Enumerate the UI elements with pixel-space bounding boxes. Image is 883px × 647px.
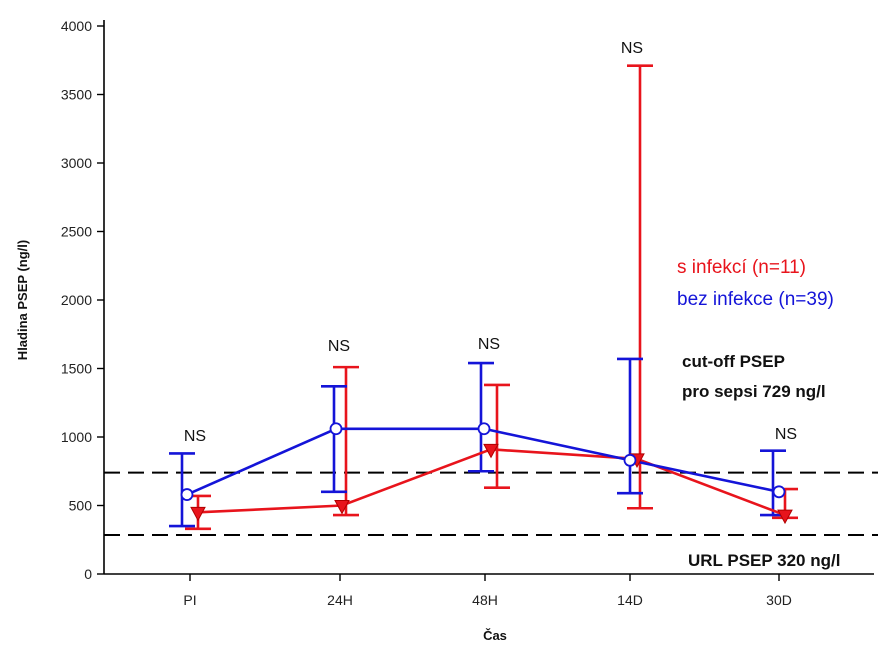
y-tick-label: 0 xyxy=(84,566,92,582)
data-point xyxy=(180,488,194,501)
y-tick-label: 1000 xyxy=(61,429,92,445)
data-point xyxy=(483,443,499,459)
axes: 0 500 1000 1500 2000 2500 3000 3500 4000 PI 24H 48H… xyxy=(15,18,874,643)
y-tick-label: 2000 xyxy=(61,292,92,308)
reference-line-label: URL PSEP 320 ng/l xyxy=(688,551,840,570)
reference-line-label: pro sepsi 729 ng/l xyxy=(682,382,826,401)
error-bar xyxy=(484,383,510,489)
x-tick-label: 14D xyxy=(617,592,643,608)
significance-label: NS xyxy=(775,426,797,443)
y-tick-label: 500 xyxy=(69,498,93,514)
series-line xyxy=(197,448,786,517)
x-tick-label: PI xyxy=(183,592,196,608)
reference-line-label: cut-off PSEP xyxy=(682,352,785,371)
series-layer xyxy=(169,64,798,531)
y-axis-title: Hladina PSEP (ng/l) xyxy=(15,240,30,360)
y-tick-label: 4000 xyxy=(61,18,92,34)
legend-entry: s infekcí (n=11) xyxy=(677,257,806,278)
y-tick-label: 2500 xyxy=(61,224,92,240)
data-point xyxy=(334,500,350,515)
y-tick-label: 3000 xyxy=(61,155,92,171)
error-bar xyxy=(627,64,653,510)
data-point xyxy=(329,422,343,436)
x-axis-title: Čas xyxy=(483,628,507,643)
data-point xyxy=(772,485,786,499)
data-point xyxy=(623,453,637,467)
data-point xyxy=(477,422,491,436)
significance-label: NS xyxy=(621,40,643,57)
significance-labels: NS NS NS NS NS xyxy=(184,40,797,445)
error-bar xyxy=(333,365,359,517)
y-tick-label: 3500 xyxy=(61,87,92,103)
data-point xyxy=(190,506,206,522)
error-bar xyxy=(321,385,347,494)
legend: s infekcí (n=11) bez infekce (n=39) xyxy=(677,257,834,310)
y-tick-label: 1500 xyxy=(61,361,92,377)
x-tick-label: 24H xyxy=(327,592,353,608)
reference-annotations: cut-off PSEP pro sepsi 729 ng/l URL PSEP 3… xyxy=(682,352,840,570)
x-tick-label: 30D xyxy=(766,592,792,608)
series-line xyxy=(186,427,780,496)
error-bar xyxy=(169,452,195,528)
significance-label: NS xyxy=(184,428,206,445)
reference-lines xyxy=(104,471,878,536)
error-bar xyxy=(760,449,786,517)
significance-label: NS xyxy=(478,336,500,353)
data-point xyxy=(777,509,793,525)
x-tick-label: 48H xyxy=(472,592,498,608)
error-bar xyxy=(617,357,643,495)
significance-label: NS xyxy=(328,338,350,355)
legend-entry: bez infekce (n=39) xyxy=(677,289,834,310)
